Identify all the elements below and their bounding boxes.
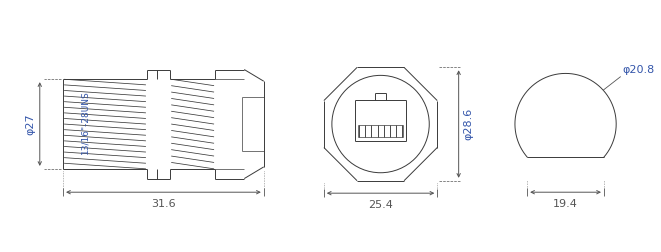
Text: φ28.6: φ28.6 xyxy=(463,108,473,140)
Text: 31.6: 31.6 xyxy=(151,199,176,209)
Text: φ20.8: φ20.8 xyxy=(623,65,655,75)
Text: 25.4: 25.4 xyxy=(368,200,393,210)
Bar xyxy=(513,91,618,177)
Text: 13/16"-28UNS: 13/16"-28UNS xyxy=(80,90,89,154)
Text: φ27: φ27 xyxy=(25,113,35,135)
Bar xyxy=(510,69,621,180)
Text: 19.4: 19.4 xyxy=(553,199,578,209)
